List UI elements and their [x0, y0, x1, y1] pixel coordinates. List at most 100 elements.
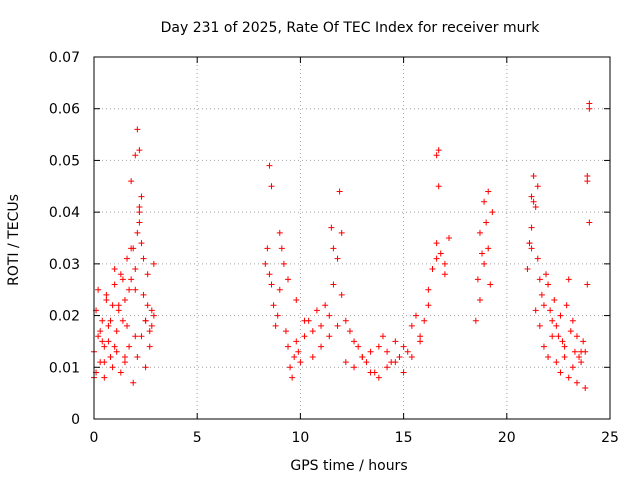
data-point — [578, 348, 585, 355]
x-tick-label: 10 — [291, 430, 309, 446]
data-point — [138, 333, 145, 340]
data-point — [545, 281, 552, 288]
data-point — [297, 359, 304, 366]
data-point — [400, 343, 407, 350]
data-point — [338, 229, 345, 236]
data-point — [342, 359, 349, 366]
data-point — [134, 229, 141, 236]
data-point — [109, 364, 116, 371]
data-point — [99, 317, 106, 324]
data-point — [569, 364, 576, 371]
data-point — [268, 183, 275, 190]
data-point — [136, 203, 143, 210]
data-point — [119, 276, 126, 283]
y-tick-label: 0.07 — [49, 50, 80, 66]
data-point — [359, 353, 366, 360]
y-tick-label: 0.05 — [49, 153, 80, 169]
data-point — [124, 322, 131, 329]
data-point — [278, 245, 285, 252]
data-point — [576, 353, 583, 360]
data-point — [115, 307, 122, 314]
data-point — [276, 286, 283, 293]
data-point — [417, 333, 424, 340]
data-point — [313, 307, 320, 314]
data-point — [563, 302, 570, 309]
data-point — [489, 209, 496, 216]
data-point — [109, 302, 116, 309]
data-point — [146, 328, 153, 335]
data-point — [561, 353, 568, 360]
data-point — [530, 198, 537, 205]
data-point — [342, 317, 349, 324]
data-point — [148, 307, 155, 314]
data-point — [551, 297, 558, 304]
data-point — [138, 193, 145, 200]
data-point — [95, 286, 102, 293]
data-point — [113, 348, 120, 355]
data-point — [534, 183, 541, 190]
plot-frame — [93, 56, 611, 420]
data-point — [559, 338, 566, 345]
data-point — [293, 338, 300, 345]
data-point — [565, 276, 572, 283]
data-point — [107, 353, 114, 360]
data-point — [142, 364, 149, 371]
data-point — [117, 271, 124, 278]
data-point — [301, 317, 308, 324]
data-point — [126, 286, 133, 293]
y-tick-label: 0.02 — [49, 309, 80, 325]
data-point — [408, 353, 415, 360]
data-point — [485, 245, 492, 252]
data-point — [107, 317, 114, 324]
data-point — [425, 302, 432, 309]
data-point — [285, 276, 292, 283]
data-point — [547, 307, 554, 314]
data-point — [136, 209, 143, 216]
data-point — [95, 333, 102, 340]
data-point — [441, 260, 448, 267]
data-point — [274, 312, 281, 319]
data-point — [285, 343, 292, 350]
y-tick-label: 0.04 — [49, 205, 80, 221]
data-point — [132, 152, 139, 159]
data-point — [266, 271, 273, 278]
x-tick-label: 20 — [498, 430, 516, 446]
data-point — [264, 245, 271, 252]
data-point — [433, 152, 440, 159]
data-point — [146, 343, 153, 350]
data-point — [367, 348, 374, 355]
data-point — [134, 353, 141, 360]
data-point — [318, 343, 325, 350]
data-point — [534, 255, 541, 262]
data-point — [291, 353, 298, 360]
data-point — [287, 364, 294, 371]
data-point — [532, 307, 539, 314]
x-tick-label: 5 — [193, 430, 202, 446]
data-point — [485, 188, 492, 195]
data-point — [289, 374, 296, 381]
data-point — [584, 172, 591, 179]
data-point — [136, 219, 143, 226]
data-point — [338, 291, 345, 298]
y-tick-label: 0.03 — [49, 257, 80, 273]
data-point — [567, 328, 574, 335]
data-point — [437, 250, 444, 257]
data-point — [132, 266, 139, 273]
data-point — [117, 369, 124, 376]
data-point — [328, 224, 335, 231]
data-point — [540, 302, 547, 309]
data-point — [346, 328, 353, 335]
data-point — [272, 322, 279, 329]
y-tick-label: 0.01 — [49, 360, 80, 376]
data-point — [103, 297, 110, 304]
data-point — [433, 255, 440, 262]
data-point — [301, 333, 308, 340]
data-point — [580, 338, 587, 345]
data-point — [363, 359, 370, 366]
data-point — [530, 172, 537, 179]
data-point — [421, 317, 428, 324]
data-point — [487, 281, 494, 288]
data-point — [330, 245, 337, 252]
data-point — [309, 353, 316, 360]
